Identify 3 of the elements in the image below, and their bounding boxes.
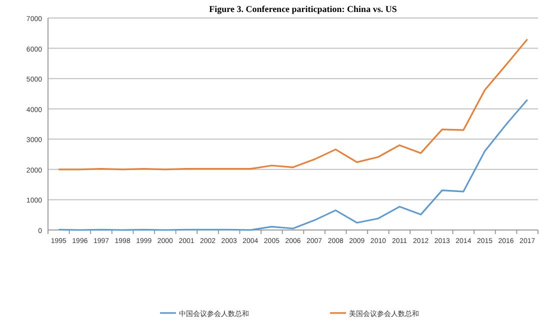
line-series [58, 98, 528, 231]
line-series [58, 38, 528, 170]
chart-title: Figure 3. Conference pariticpation: China vs. US [209, 4, 397, 14]
